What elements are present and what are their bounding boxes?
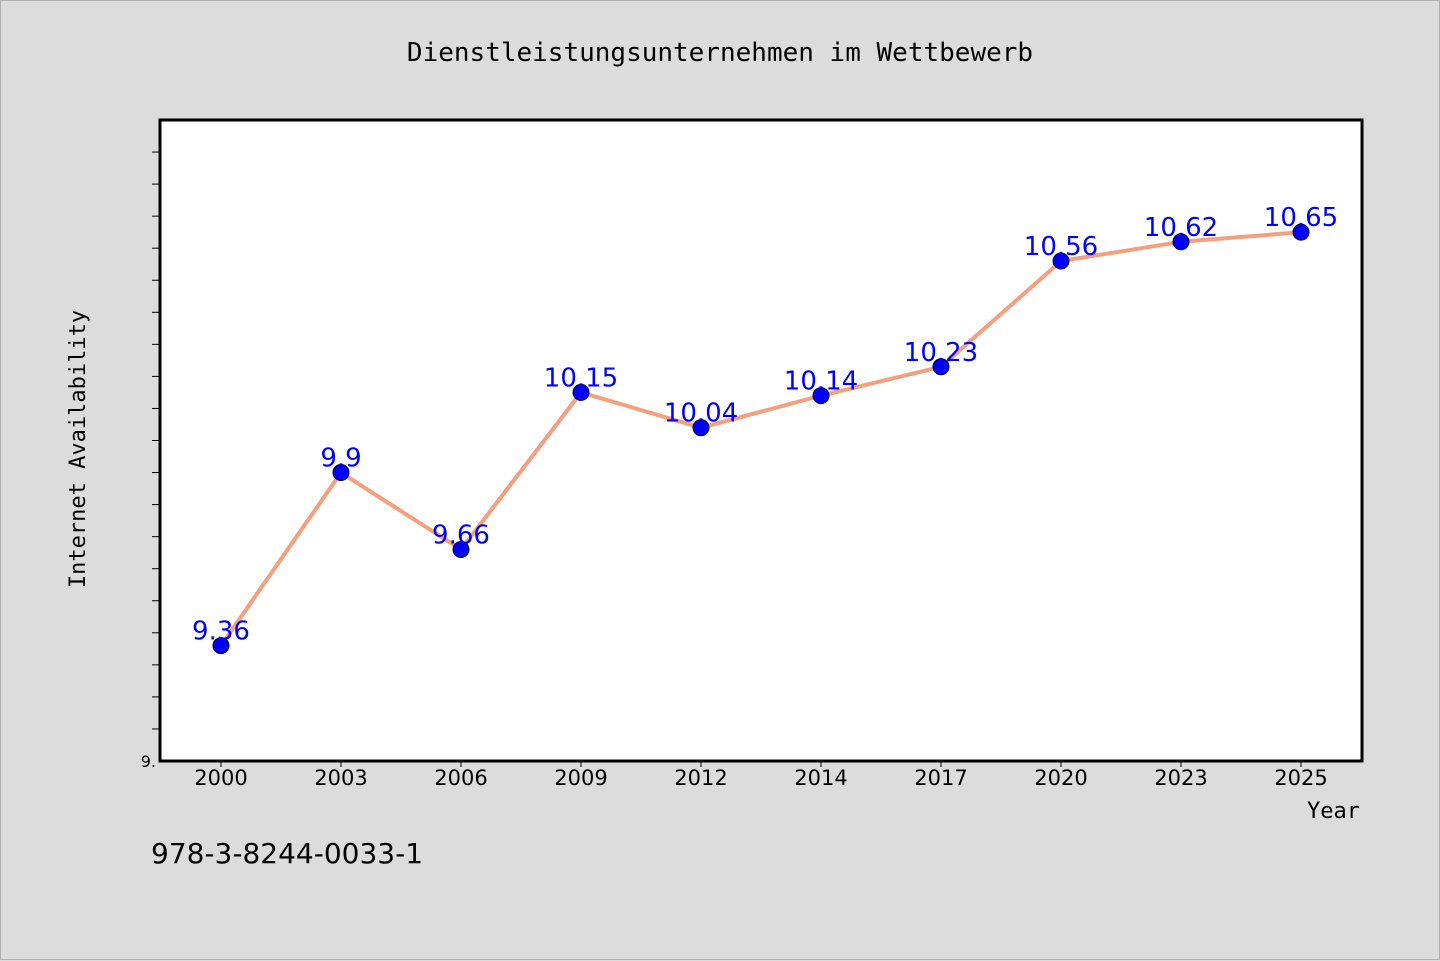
data-label: 9.66 [432,520,490,550]
data-label: 10.23 [904,338,978,368]
data-label: 9.36 [192,617,250,647]
series-line [219,230,1302,647]
data-point [212,637,230,655]
data-label: 9.9 [320,444,361,474]
data-label: 10.14 [784,367,858,397]
data-label: 10.62 [1144,213,1218,243]
x-tick-label: 2020 [1034,766,1087,790]
data-label: 10.65 [1264,203,1338,233]
x-tick-label: 2000 [194,766,247,790]
data-point [1172,233,1190,251]
data-label: 10.04 [664,399,738,429]
y-axis-label: Internet Availability [66,310,91,588]
data-point [1292,223,1310,241]
data-point [932,358,950,376]
data-point [1052,252,1070,270]
plot-area [158,118,1364,763]
x-axis-ticks: 2000 2003 2006 2009 2012 2014 2017 2020 2023 2025 [194,761,1328,790]
chart-title: Dienstleistungsunternehmen im Wettbewerb [407,38,1033,68]
x-tick-label: 2023 [1154,766,1207,790]
data-labels: 9.36 9.9 9.66 10.15 10.04 10.14 10.23 10.56 10.6… [192,203,1338,646]
data-label: 10.56 [1024,232,1098,262]
x-tick-label: 2025 [1274,766,1327,790]
x-tick-label: 2014 [794,766,847,790]
x-tick-label: 2006 [434,766,487,790]
y-tick-label: 9. [141,752,156,771]
data-point [692,419,710,437]
x-tick-label: 2017 [914,766,967,790]
x-tick-label: 2009 [554,766,607,790]
data-point [452,540,470,558]
x-axis-label: Year [1307,799,1360,824]
data-label: 10.15 [544,363,618,393]
x-tick-label: 2012 [674,766,727,790]
y-axis-ticks [152,151,160,730]
data-point [572,383,590,401]
footer-isbn: 978-3-8244-0033-1 [151,837,423,870]
x-tick-label: 2003 [314,766,367,790]
data-point [332,464,350,482]
data-point [812,387,830,405]
series-layer [212,223,1310,655]
